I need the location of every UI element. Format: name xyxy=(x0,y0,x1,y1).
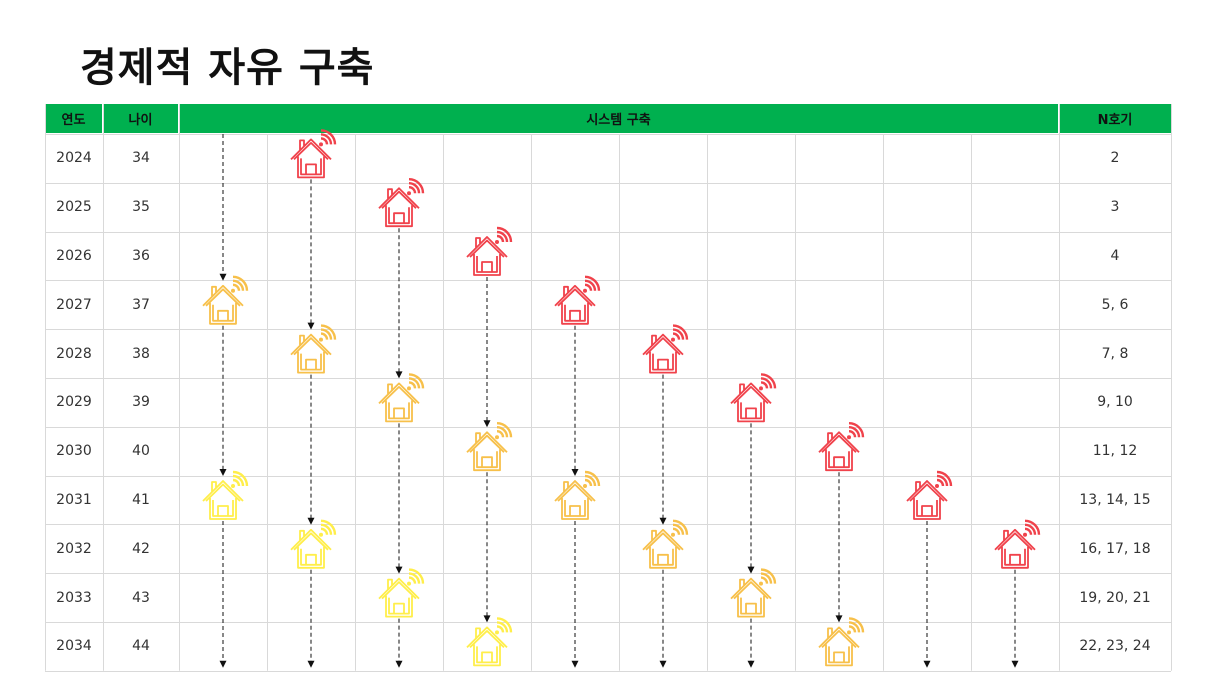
age-cell: 35 xyxy=(132,199,150,216)
arrowhead-icon xyxy=(219,273,227,281)
arrowhead-icon xyxy=(571,660,579,668)
house-count-cell: 16, 17, 18 xyxy=(1079,540,1151,557)
arrowhead-icon xyxy=(747,660,755,668)
smart-house-icon xyxy=(906,470,953,520)
smart-house-icon xyxy=(466,226,513,276)
age-cell: 39 xyxy=(132,394,150,411)
header-house-no: N호기 xyxy=(1059,104,1171,133)
age-cell: 41 xyxy=(132,491,150,508)
house-count-cell: 4 xyxy=(1110,247,1120,264)
smart-house-icon xyxy=(202,470,249,520)
smart-house-icon xyxy=(818,422,865,472)
house-count-cell: 19, 20, 21 xyxy=(1079,589,1151,606)
smart-house-icon xyxy=(554,470,601,520)
house-count-cell: 9, 10 xyxy=(1097,394,1133,411)
year-cell: 2034 xyxy=(56,638,92,655)
smart-house-icon xyxy=(730,568,777,618)
arrowhead-icon xyxy=(659,660,667,668)
year-cell: 2032 xyxy=(56,540,92,557)
arrowhead-icon xyxy=(747,566,755,574)
house-count-cell: 5, 6 xyxy=(1101,296,1129,313)
house-count-cell: 11, 12 xyxy=(1092,443,1138,460)
header-system: 시스템 구축 xyxy=(179,104,1059,133)
smart-house-icon xyxy=(378,177,425,228)
smart-house-icon xyxy=(290,129,337,179)
year-cell: 2025 xyxy=(56,199,92,216)
smart-house-icon xyxy=(202,275,249,325)
arrowhead-icon xyxy=(307,660,315,668)
arrowhead-icon xyxy=(659,517,667,525)
age-cell: 44 xyxy=(132,638,150,655)
smart-house-icon xyxy=(994,519,1041,569)
age-cell: 38 xyxy=(132,345,150,362)
arrowhead-icon xyxy=(571,469,579,476)
house-count-cell: 3 xyxy=(1110,199,1120,216)
age-cell: 37 xyxy=(132,296,150,313)
arrowhead-icon xyxy=(307,322,315,330)
age-cell: 43 xyxy=(132,589,150,606)
smart-house-icon xyxy=(290,324,337,374)
smart-house-icon xyxy=(466,422,513,472)
house-count-cell: 2 xyxy=(1110,150,1120,167)
year-cell: 2030 xyxy=(56,443,92,460)
arrowhead-icon xyxy=(835,615,843,623)
year-cell: 2033 xyxy=(56,589,92,606)
house-count-cell: 7, 8 xyxy=(1101,345,1129,362)
arrowhead-icon xyxy=(219,660,227,668)
smart-house-icon xyxy=(730,373,777,423)
age-cell: 36 xyxy=(132,247,150,264)
smart-house-icon xyxy=(818,617,865,667)
age-cell: 34 xyxy=(132,150,150,167)
arrowhead-icon xyxy=(395,371,403,379)
arrowhead-icon xyxy=(483,615,491,623)
smart-house-icon xyxy=(554,275,601,325)
year-cell: 2028 xyxy=(56,345,92,362)
year-cell: 2031 xyxy=(56,491,92,508)
header-year: 연도 xyxy=(45,104,103,133)
house-count-cell: 13, 14, 15 xyxy=(1079,491,1151,508)
age-cell: 40 xyxy=(132,443,150,460)
smart-house-icon xyxy=(378,373,425,423)
smart-house-icon xyxy=(290,519,337,569)
smart-house-icon xyxy=(642,324,689,374)
year-cell: 2024 xyxy=(56,150,92,167)
arrowhead-icon xyxy=(483,420,491,428)
arrowhead-icon xyxy=(923,660,931,668)
age-cell: 42 xyxy=(132,540,150,557)
year-cell: 2026 xyxy=(56,247,92,264)
arrowhead-icon xyxy=(395,660,403,668)
arrowhead-icon xyxy=(1011,660,1019,668)
year-cell: 2027 xyxy=(56,296,92,313)
smart-house-icon xyxy=(642,519,689,569)
arrowhead-icon xyxy=(219,469,227,476)
page-title: 경제적 자유 구축 xyxy=(80,45,375,91)
house-count-cell: 22, 23, 24 xyxy=(1079,638,1151,655)
header-age: 나이 xyxy=(103,104,179,133)
arrowhead-icon xyxy=(307,517,315,525)
year-cell: 2029 xyxy=(56,394,92,411)
smart-house-icon xyxy=(378,568,425,618)
smart-house-icon xyxy=(466,617,513,667)
arrowhead-icon xyxy=(395,566,403,574)
